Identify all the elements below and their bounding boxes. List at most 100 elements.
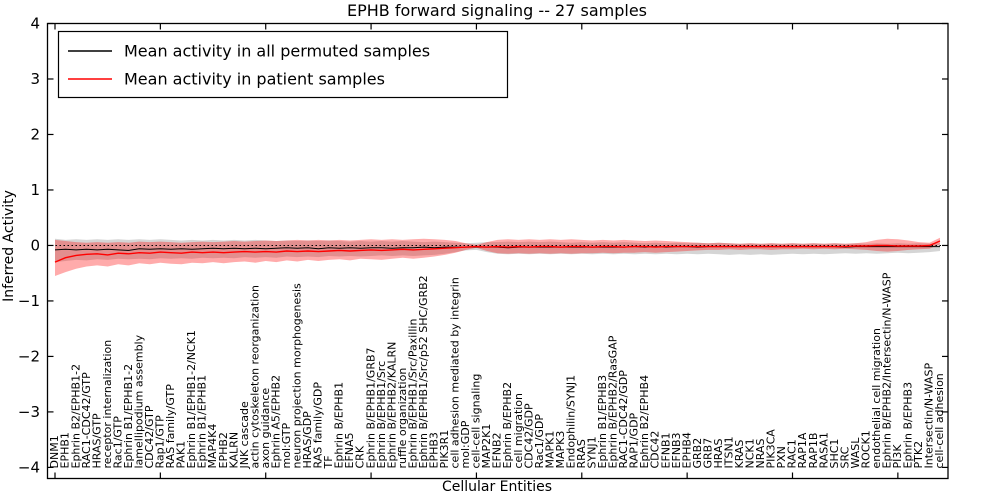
x-category-label: CDC42/GDP — [522, 403, 535, 469]
x-category-label: CRK — [354, 445, 367, 468]
y-axis-label: Inferred Activity — [1, 190, 17, 302]
legend: Mean activity in all permuted samples Me… — [57, 30, 509, 99]
x-category-label: PIK3CA — [765, 429, 778, 469]
x-category-label: Intersectin/N-WASP — [923, 363, 936, 469]
x-category-label: RAC1-CDC42/GDP — [617, 370, 630, 469]
x-category-label: EFNB3 — [670, 432, 683, 468]
x-category-label: EFNB2 — [491, 432, 504, 468]
x-category-label: Rac1/GTP — [111, 416, 124, 469]
legend-label-patient: Mean activity in patient samples — [124, 70, 385, 89]
x-category-label: EPHB3 — [428, 432, 441, 468]
x-category-label: EPHB4 — [680, 432, 693, 468]
x-category-label: GRB2 — [691, 438, 704, 469]
x-category-label: neuron projection morphogenesis — [291, 283, 304, 469]
x-category-label: receptor internalization — [101, 340, 114, 469]
x-category-label: ITSN1 — [723, 436, 736, 468]
x-category-label: MAP4K4 — [206, 424, 219, 469]
x-category-label: PTK2 — [912, 441, 925, 469]
x-category-label: Ephrin B/EPHB2/Intersectin/N-WASP — [881, 272, 894, 468]
x-category-label: RAP1/GDP — [628, 412, 641, 468]
x-category-label: HRAS/GTP — [90, 413, 103, 469]
y-tick-label: −1 — [18, 292, 40, 310]
x-category-label: Ephrin B/EPHB2 — [501, 382, 514, 469]
x-category-label: Ephrin B2/EPHB4 — [638, 375, 651, 469]
y-tick-label: 3 — [30, 70, 40, 88]
x-category-label: RAP1A — [796, 432, 809, 468]
x-category-label: NCK1 — [744, 438, 757, 468]
x-category-label: PAK1 — [175, 441, 188, 469]
y-tick-label: 2 — [30, 126, 40, 144]
x-category-label: axon guidance — [259, 388, 272, 469]
x-category-label: EFNA5 — [343, 432, 356, 468]
x-category-label: CDC42 — [649, 431, 662, 469]
x-category-label: lamellipodium assembly — [133, 334, 146, 468]
x-category-label: RAS family/GDP — [312, 382, 325, 469]
x-category-label: Rap1/GTP — [154, 415, 167, 469]
x-category-label: WASL — [849, 437, 862, 469]
x-category-label: Ephrin B/EPHB1/Src — [375, 361, 388, 469]
y-tick-label: 4 — [30, 15, 40, 33]
x-category-label: PXN — [775, 446, 788, 468]
x-category-label: cell-cell signaling — [470, 374, 483, 469]
patient-band — [55, 237, 940, 276]
x-category-label: NRAS — [754, 439, 767, 469]
x-category-label: Ephrin B1/EPHB3 — [596, 375, 609, 469]
x-category-label: CDC42/GTP — [143, 405, 156, 468]
x-category-label: MAP2K1 — [480, 424, 493, 469]
x-category-label: Ephrin B/EPHB1 — [333, 382, 346, 469]
x-category-label: DNM1 — [48, 435, 61, 468]
x-category-label: RAC1-CDC42/GTP — [80, 372, 93, 469]
x-category-label: cell migration — [512, 393, 525, 469]
x-category-label: Endophilin/SYNJ1 — [565, 375, 578, 469]
x-category-label: cell-cell adhesion — [933, 373, 946, 468]
y-tick-label: −4 — [18, 459, 40, 477]
x-category-label: cell adhesion mediated by integrin — [449, 277, 462, 468]
chart-title: EPHB forward signaling -- 27 samples — [347, 1, 647, 20]
x-category-label: TF — [322, 455, 335, 469]
x-category-label: Ephrin B/EPHB3 — [902, 382, 915, 469]
axes-spines — [46, 22, 949, 480]
x-category-label: EPHB1 — [59, 432, 72, 468]
x-category-label: Ephrin B/EPHB2/KALRN — [385, 342, 398, 469]
legend-box — [57, 30, 509, 99]
x-category-label: Ephrin B/EPHB1/GRB7 — [364, 347, 377, 468]
x-category-label: JNK cascade — [238, 401, 251, 469]
x-category-label: MAPK1 — [543, 431, 556, 469]
x-category-label: Ephrin B/EPHB1/Src/p52 SHC/GRB2 — [417, 275, 430, 468]
x-category-label: Ephrin B/EPHB1/Src/Paxillin — [406, 319, 419, 469]
x-category-label: endothelial cell migration — [870, 328, 883, 468]
x-category-label: Ephrin B1/EPHB1-2/NCK1 — [185, 330, 198, 468]
x-category-label: Rac1/GDP — [533, 414, 546, 469]
x-category-label: Ephrin B/EPHB2/RasGAP — [607, 335, 620, 468]
permuted-band — [55, 238, 940, 263]
x-category-label: MAPK3 — [554, 431, 567, 469]
x-category-label: Ephrin A5/EPHB2 — [269, 375, 282, 469]
x-category-label: HRAS — [712, 439, 725, 469]
y-tick-label: 0 — [30, 237, 40, 255]
y-tick-label: −2 — [18, 348, 40, 366]
x-category-label: RAP1B — [807, 433, 820, 469]
x-category-label: PIK3R1 — [438, 430, 451, 469]
x-category-label: KALRN — [227, 432, 240, 469]
x-category-label: ruffle organization — [396, 368, 409, 469]
x-axis-label: Cellular Entities — [442, 479, 552, 495]
x-category-label: SHC1 — [828, 439, 841, 469]
y-tick-label: −3 — [18, 403, 40, 421]
x-category-label: HRAS/GDP — [301, 411, 314, 469]
x-category-label: Ephrin B1/EPHB1 — [196, 375, 209, 469]
legend-label-permuted: Mean activity in all permuted samples — [124, 42, 430, 61]
x-category-label: mol:GTP — [280, 422, 293, 468]
x-category-label: Ephrin B1/EPHB1-2 — [122, 364, 135, 469]
x-category-label: EPHB2 — [217, 432, 230, 468]
x-category-label: actin cytoskeleton reorganization — [248, 285, 261, 469]
patient-mean-line — [54, 240, 941, 263]
x-category-label: GRB7 — [701, 438, 714, 469]
x-category-label: EFNB1 — [659, 432, 672, 468]
x-category-label: ROCK1 — [860, 430, 873, 468]
x-category-label: PI3K — [891, 444, 904, 469]
y-tick-label: 1 — [30, 181, 40, 199]
x-category-label: RASA1 — [817, 432, 830, 468]
